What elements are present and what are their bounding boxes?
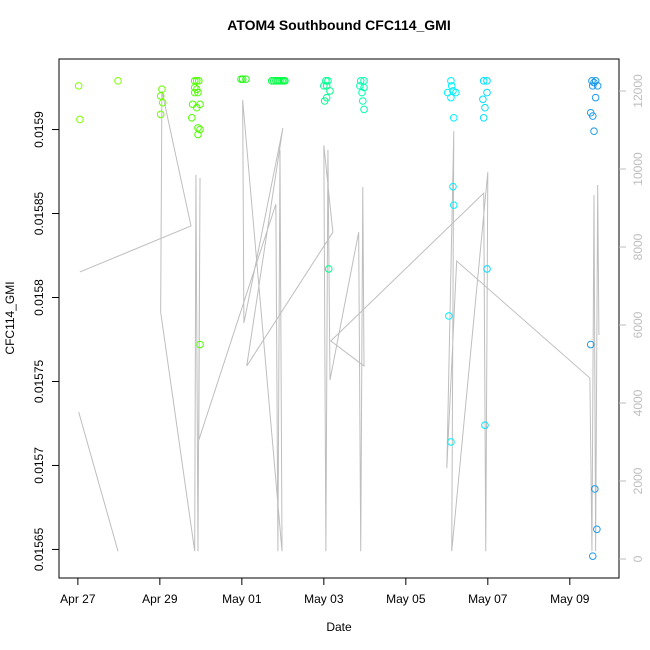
y-axis-label: CFC114_GMI	[3, 281, 17, 354]
point	[158, 98, 167, 107]
point	[447, 77, 455, 85]
point	[192, 77, 201, 85]
y-tick-label: 0.0158	[32, 279, 46, 316]
point	[447, 438, 455, 446]
y-tick-label: 0.01575	[32, 359, 46, 403]
point	[588, 77, 596, 85]
point	[196, 100, 204, 109]
point	[326, 87, 334, 95]
point	[447, 82, 456, 90]
point	[358, 97, 367, 105]
point	[156, 92, 165, 100]
point	[194, 130, 202, 139]
point	[590, 127, 598, 136]
point	[320, 97, 329, 105]
point	[445, 312, 453, 320]
point	[356, 77, 365, 85]
point	[449, 182, 457, 191]
y2-tick-label: 12000	[631, 74, 645, 108]
y-tick-label: 0.0159	[32, 111, 46, 148]
point	[324, 77, 332, 85]
point	[360, 105, 368, 114]
point	[194, 77, 203, 85]
point	[320, 82, 328, 90]
point	[452, 88, 460, 97]
point	[194, 124, 202, 132]
point	[358, 88, 366, 97]
point	[324, 265, 333, 273]
point	[276, 77, 284, 85]
y-tick-label: 0.01565	[32, 527, 46, 571]
point	[593, 525, 601, 534]
point	[483, 77, 491, 85]
point	[322, 77, 330, 85]
chart-title: ATOM4 Southbound CFC114_GMI	[227, 17, 451, 33]
point	[74, 82, 83, 90]
point	[190, 88, 199, 97]
y2-tick-label: 4000	[631, 389, 645, 416]
point	[237, 75, 245, 83]
point	[196, 125, 204, 134]
x-tick-label: May 05	[386, 592, 426, 606]
point	[188, 100, 197, 109]
point	[449, 201, 458, 209]
point	[196, 340, 204, 349]
point	[360, 83, 368, 92]
point	[588, 112, 597, 120]
point	[483, 88, 491, 97]
point	[483, 265, 491, 273]
point	[356, 82, 364, 90]
point	[591, 485, 599, 493]
point	[114, 77, 122, 85]
point	[449, 113, 458, 122]
point	[591, 93, 600, 102]
y-tick-label: 0.01585	[32, 192, 46, 236]
altitude-line	[78, 90, 600, 552]
x-tick-label: May 09	[550, 592, 590, 606]
point	[156, 110, 165, 119]
y2-tick-label: 6000	[631, 311, 645, 338]
point	[188, 113, 196, 122]
point	[481, 103, 489, 112]
point	[76, 115, 84, 124]
point	[194, 88, 202, 97]
plot-frame	[58, 58, 620, 579]
point	[447, 93, 455, 102]
point	[588, 82, 597, 90]
y2-tick-label: 2000	[631, 467, 645, 494]
point	[588, 552, 597, 560]
y2-tick-label: 0	[631, 555, 645, 562]
point	[242, 75, 250, 83]
y2-tick-label: 8000	[631, 233, 645, 260]
x-tick-label: May 01	[222, 592, 262, 606]
point	[593, 82, 602, 90]
point	[479, 95, 487, 104]
point	[586, 340, 595, 349]
x-tick-label: Apr 29	[142, 592, 178, 606]
x-axis-label: Date	[326, 620, 352, 634]
y2-tick-label: 10000	[631, 152, 645, 186]
point	[479, 77, 488, 85]
point	[281, 77, 289, 85]
y-tick-label: 0.0157	[32, 447, 46, 484]
x-tick-label: May 07	[468, 592, 508, 606]
x-tick-label: Apr 27	[60, 592, 96, 606]
point	[481, 421, 489, 429]
x-tick-label: May 03	[304, 592, 344, 606]
point	[479, 113, 488, 122]
